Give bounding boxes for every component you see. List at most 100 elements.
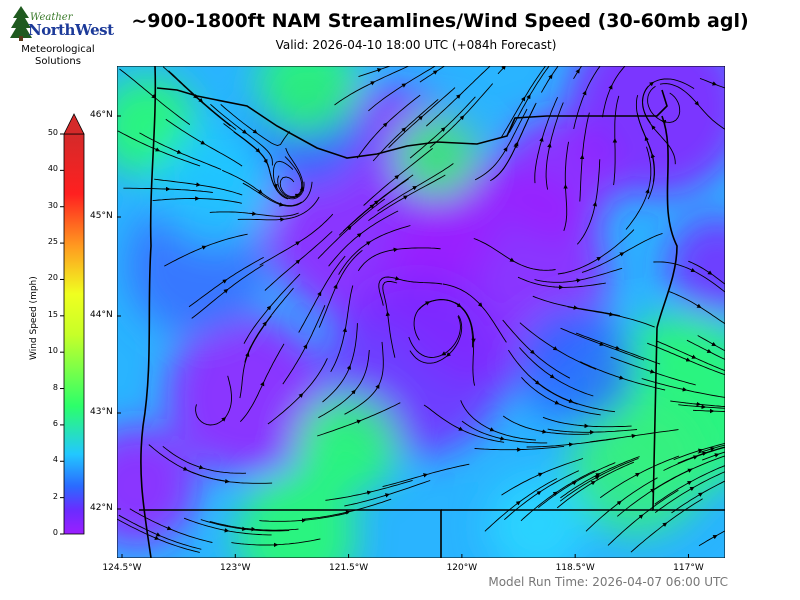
streamline-arrow	[401, 83, 407, 88]
streamline-arrow	[681, 387, 688, 392]
streamline-arrow	[549, 373, 555, 379]
streamline-arrow	[412, 185, 418, 191]
logo-brand-top: Weather	[30, 12, 73, 23]
logo-tagline: Meteorological Solutions	[8, 44, 108, 68]
streamline-arrow	[369, 204, 375, 209]
streamline-arrow	[616, 500, 622, 506]
streamline-arrow	[501, 66, 507, 70]
streamline-arrow	[295, 259, 301, 265]
streamline-arrow	[446, 352, 451, 357]
streamline-arrow	[366, 490, 372, 495]
streamline-arrow	[619, 252, 625, 257]
columbia-river-border	[156, 87, 668, 159]
colorbar-tick-label: 50	[47, 128, 58, 137]
latitude-label: 45°N	[90, 211, 113, 221]
streamline-arrow	[401, 127, 407, 133]
streamline-arrow	[432, 70, 438, 75]
streamline-arrow	[691, 354, 697, 359]
streamline-arrow	[356, 232, 362, 238]
logo-tagline-line1: Meteorological	[21, 44, 95, 55]
streamline-arrow	[317, 291, 322, 297]
wind-speed-patch	[517, 306, 637, 426]
streamline-arrow	[333, 284, 338, 290]
streamline-arrow	[534, 380, 540, 385]
streamline-arrow	[595, 473, 601, 478]
coastline	[140, 66, 157, 558]
streamline-arrow	[711, 81, 718, 86]
pine-tree-icon	[10, 6, 32, 41]
streamline-arrow	[509, 257, 515, 262]
longitude-label: 124.5°W	[102, 563, 142, 573]
streamline-arrow	[514, 141, 519, 147]
streamline-arrow	[356, 419, 362, 424]
streamline-arrow	[539, 136, 544, 143]
colorbar-tick-label: 6	[52, 418, 58, 428]
colorbar-tick-label: 30	[47, 200, 58, 210]
streamline-arrow	[221, 416, 227, 422]
streamline-arrow	[201, 245, 207, 250]
streamline-arrow	[630, 433, 637, 439]
streamline-arrow	[714, 453, 720, 458]
latitude-label: 42°N	[90, 503, 113, 513]
latitude-label: 44°N	[90, 310, 113, 320]
latitude-label: 46°N	[90, 110, 113, 120]
streamline-arrow	[245, 351, 250, 358]
streamline-arrow	[418, 115, 424, 121]
streamline-arrow	[403, 195, 409, 200]
longitude-label: 118.5°W	[555, 563, 595, 573]
streamline-arrow	[698, 492, 704, 497]
streamline-arrow	[198, 464, 204, 470]
streamline-arrow	[299, 186, 304, 192]
idaho-border	[652, 115, 725, 511]
streamline-arrow	[422, 473, 428, 478]
streamline-arrow	[262, 321, 267, 327]
streamline-arrow	[503, 146, 508, 152]
colorbar-tick-label: 20	[47, 273, 58, 283]
streamline-arrow	[298, 393, 304, 398]
streamline-arrow	[701, 451, 707, 456]
streamline-arrow	[242, 129, 248, 134]
streamline-arrow	[548, 74, 553, 80]
wind-speed-patch	[167, 316, 327, 476]
streamline-arrow	[151, 94, 157, 99]
streamline-arrow	[273, 183, 278, 189]
streamline-arrow	[541, 429, 547, 434]
streamline-arrow	[255, 148, 261, 153]
streamline-arrow	[697, 448, 703, 453]
logo-tagline-line2: Solutions	[35, 56, 81, 67]
streamline-arrow	[537, 472, 543, 477]
streamline-arrow	[649, 81, 654, 87]
streamline-arrow	[223, 528, 230, 533]
streamline-arrow	[382, 122, 388, 128]
streamline-arrow	[712, 535, 718, 540]
streamline-arrow	[645, 188, 650, 195]
streamline-arrow	[257, 189, 263, 194]
streamline-arrow	[686, 481, 692, 486]
streamline-arrow	[342, 327, 347, 333]
longitude-label: 121.5°W	[328, 563, 369, 573]
streamline-arrow	[166, 525, 172, 531]
streamline-arrow	[477, 302, 483, 308]
streamline-arrow	[638, 514, 644, 519]
streamline-map	[117, 66, 725, 558]
streamline-arrow	[295, 241, 301, 246]
streamline-arrow	[530, 349, 535, 355]
streamline-arrow	[459, 115, 465, 121]
streamline-arrow	[536, 490, 542, 496]
streamline-arrow	[707, 270, 713, 275]
streamline-arrow	[351, 389, 356, 395]
streamline-arrow	[590, 480, 596, 486]
streamline-arrow	[384, 493, 390, 498]
valid-time-subtitle: Valid: 2026-04-10 18:00 UTC (+084h Forec…	[275, 38, 557, 52]
streamline-arrow	[345, 510, 351, 515]
streamline-arrow	[706, 348, 712, 353]
wind-speed-patch	[157, 126, 277, 246]
streamline-arrow	[696, 303, 702, 308]
streamline-arrow	[554, 400, 560, 405]
streamline-arrow	[456, 94, 461, 99]
wind-speed-patch	[397, 116, 477, 196]
streamline-arrow	[458, 426, 464, 431]
longitude-label: 120°W	[446, 563, 478, 573]
model-run-time: Model Run Time: 2026-04-07 06:00 UTC	[488, 575, 728, 589]
streamline-arrow	[635, 472, 641, 478]
